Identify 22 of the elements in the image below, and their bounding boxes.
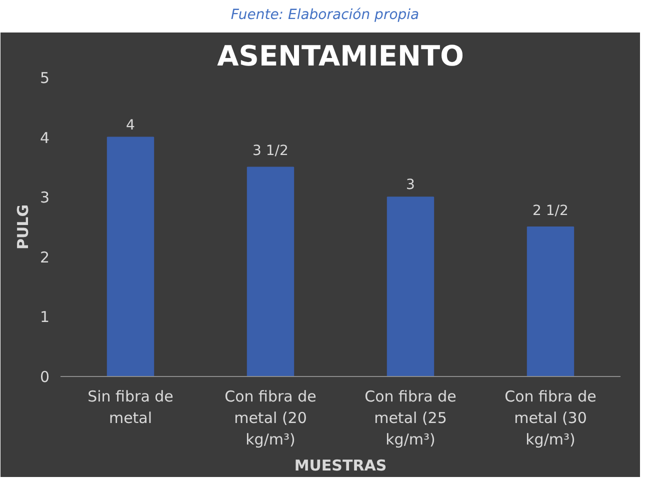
data-label: 3 1/2 [252, 143, 288, 160]
y-tick-label: 0 [40, 368, 50, 386]
data-label: 3 [406, 177, 415, 194]
bar [106, 136, 154, 376]
y-tick-label: 3 [40, 188, 50, 207]
y-tick-label: 5 [40, 69, 50, 87]
x-tick-label: Con fibra de metal (25 kg/m³) [364, 388, 456, 449]
data-label: 4 [126, 117, 136, 134]
x-tick-label: Con fibra de metal (30 kg/m³) [504, 388, 596, 449]
y-tick-label: 2 [40, 248, 50, 266]
y-tick-label: 1 [40, 308, 50, 326]
bar [246, 166, 294, 376]
x-tick-label: Sin fibra de metal [88, 388, 174, 428]
x-axis-title: MUESTRAS [294, 456, 387, 475]
data-label: 2 1/2 [532, 203, 568, 219]
source-note: Fuente: Elaboración propia [230, 6, 420, 25]
y-axis-title: PULG [14, 204, 32, 250]
y-tick-label: 4 [40, 128, 50, 147]
bar [526, 226, 574, 376]
chart-title: ASENTAMIENTO [217, 40, 464, 72]
x-tick-label: Con fibra de metal (20 kg/m³) [224, 388, 316, 449]
bar [386, 196, 434, 376]
